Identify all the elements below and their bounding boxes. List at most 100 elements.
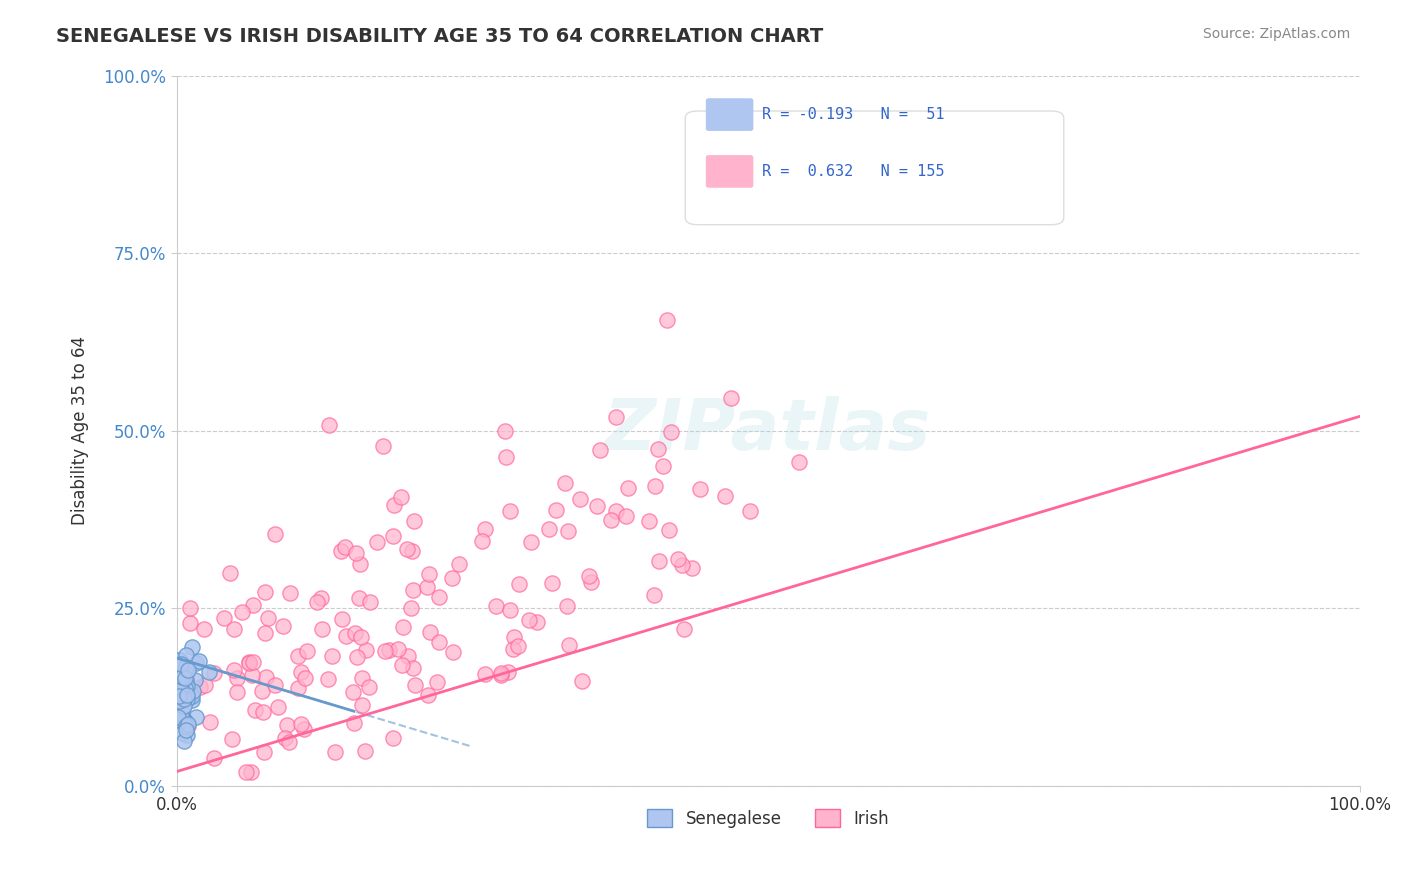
Point — [176, 679, 198, 693]
Point — [471, 533, 494, 548]
Point — [179, 615, 201, 630]
Point — [170, 709, 193, 723]
Point — [605, 503, 627, 517]
Point — [578, 569, 600, 583]
Point — [240, 668, 263, 682]
Point — [170, 707, 193, 722]
Point — [278, 586, 301, 600]
Point — [170, 681, 193, 695]
Point — [235, 764, 257, 779]
Point — [787, 455, 810, 469]
Point — [344, 626, 367, 640]
Point — [418, 688, 440, 702]
Point — [167, 653, 190, 667]
Point — [194, 678, 217, 692]
Point — [391, 658, 413, 673]
Point — [222, 663, 245, 677]
Point — [295, 644, 318, 658]
Point — [335, 629, 357, 643]
Point — [586, 499, 609, 513]
Point — [359, 595, 381, 609]
Point — [474, 666, 496, 681]
Point — [342, 685, 364, 699]
Point — [169, 693, 191, 707]
Point — [243, 703, 266, 717]
Point — [738, 503, 761, 517]
Point — [181, 640, 204, 654]
Point — [222, 622, 245, 636]
Point — [264, 678, 287, 692]
Point — [666, 551, 689, 566]
Point — [167, 694, 190, 708]
Point — [614, 508, 637, 523]
Point — [274, 731, 297, 745]
Point — [174, 671, 197, 685]
Point — [176, 692, 198, 706]
Point — [647, 554, 669, 568]
Point — [714, 489, 737, 503]
Point — [720, 391, 742, 405]
Point — [172, 698, 194, 713]
Point — [188, 654, 211, 668]
Point — [174, 648, 197, 662]
Point — [378, 643, 401, 657]
Point — [555, 599, 578, 614]
Point — [177, 716, 200, 731]
Point — [344, 546, 367, 560]
Point — [250, 683, 273, 698]
Point — [447, 557, 470, 571]
Point — [174, 673, 197, 687]
Point — [202, 751, 225, 765]
Point — [167, 709, 190, 723]
Point — [681, 561, 703, 575]
Point — [276, 718, 298, 732]
Point — [287, 649, 309, 664]
Point — [173, 699, 195, 714]
Point — [491, 667, 513, 681]
Point — [402, 583, 425, 598]
Point — [391, 490, 413, 504]
Point — [647, 442, 669, 456]
Point — [311, 591, 333, 605]
Point — [183, 684, 205, 698]
Point — [495, 450, 517, 465]
Point — [170, 670, 193, 684]
Point — [225, 684, 247, 698]
Point — [427, 590, 450, 604]
Point — [498, 504, 520, 518]
Point — [181, 689, 204, 703]
Point — [254, 585, 277, 599]
Point — [318, 418, 340, 433]
Point — [169, 706, 191, 720]
Point — [496, 665, 519, 679]
Point — [173, 733, 195, 747]
Point — [517, 613, 540, 627]
FancyBboxPatch shape — [706, 156, 752, 187]
Point — [600, 512, 623, 526]
Point — [502, 642, 524, 657]
Point — [658, 523, 681, 537]
Point — [404, 678, 426, 692]
FancyBboxPatch shape — [685, 111, 1064, 225]
Point — [494, 424, 516, 438]
Point — [401, 661, 423, 675]
Point — [257, 611, 280, 625]
Point — [252, 706, 274, 720]
Point — [350, 698, 373, 712]
Point — [226, 671, 249, 685]
Point — [170, 709, 193, 723]
Point — [350, 671, 373, 685]
Point — [238, 656, 260, 670]
Point — [347, 591, 370, 606]
Point — [287, 681, 309, 696]
Y-axis label: Disability Age 35 to 64: Disability Age 35 to 64 — [72, 336, 89, 525]
Point — [387, 642, 409, 657]
Point — [238, 655, 260, 669]
Point — [202, 666, 225, 681]
Point — [170, 657, 193, 672]
Point — [617, 481, 640, 495]
Point — [485, 599, 508, 613]
Point — [176, 728, 198, 742]
Point — [343, 716, 366, 731]
Point — [381, 529, 404, 543]
